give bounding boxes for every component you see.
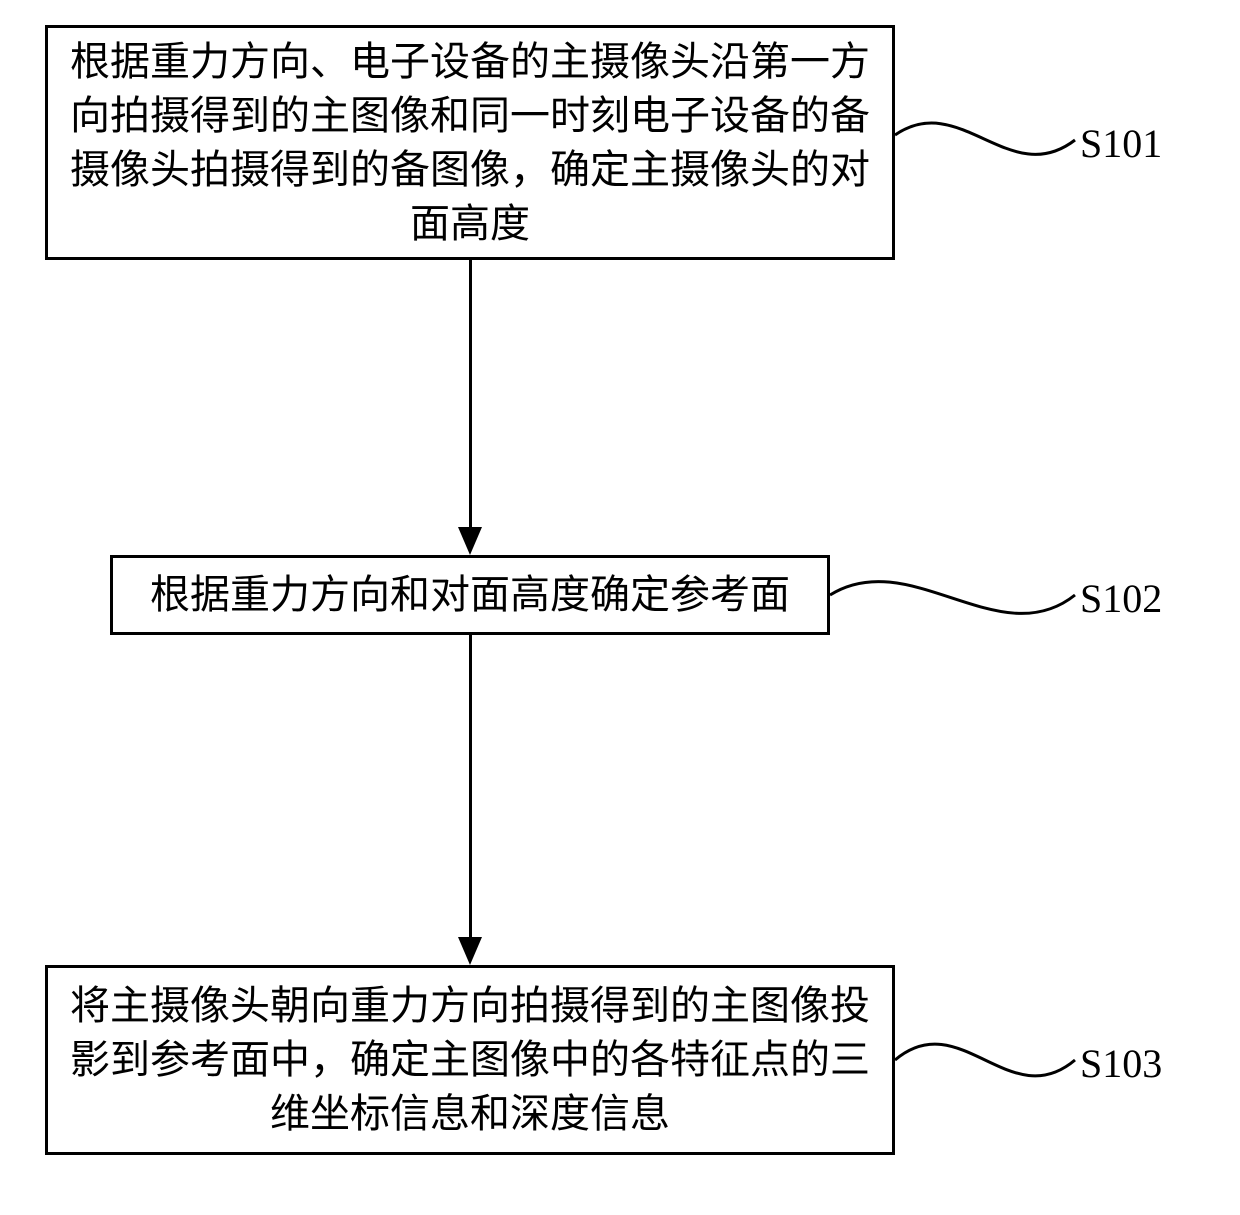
connector-path [895,123,1075,154]
step-label-s103: S103 [1080,1040,1162,1087]
arrow-s102-s103-head [458,937,482,965]
arrow-s101-s102-head [458,527,482,555]
flow-step-text: 根据重力方向、电子设备的主摄像头沿第一方向拍摄得到的主图像和同一时刻电子设备的备… [68,35,872,251]
flow-step-s103: 将主摄像头朝向重力方向拍摄得到的主图像投影到参考面中，确定主图像中的各特征点的三… [45,965,895,1155]
flow-step-text: 将主摄像头朝向重力方向拍摄得到的主图像投影到参考面中，确定主图像中的各特征点的三… [68,979,872,1141]
arrow-s101-s102-line [469,260,472,527]
connector-path [830,582,1075,614]
step-label-s101: S101 [1080,120,1162,167]
flow-step-text: 根据重力方向和对面高度确定参考面 [150,568,790,622]
connector-path [895,1044,1075,1076]
flow-step-s102: 根据重力方向和对面高度确定参考面 [110,555,830,635]
step-label-s102: S102 [1080,575,1162,622]
arrow-s102-s103-line [469,635,472,937]
flow-step-s101: 根据重力方向、电子设备的主摄像头沿第一方向拍摄得到的主图像和同一时刻电子设备的备… [45,25,895,260]
